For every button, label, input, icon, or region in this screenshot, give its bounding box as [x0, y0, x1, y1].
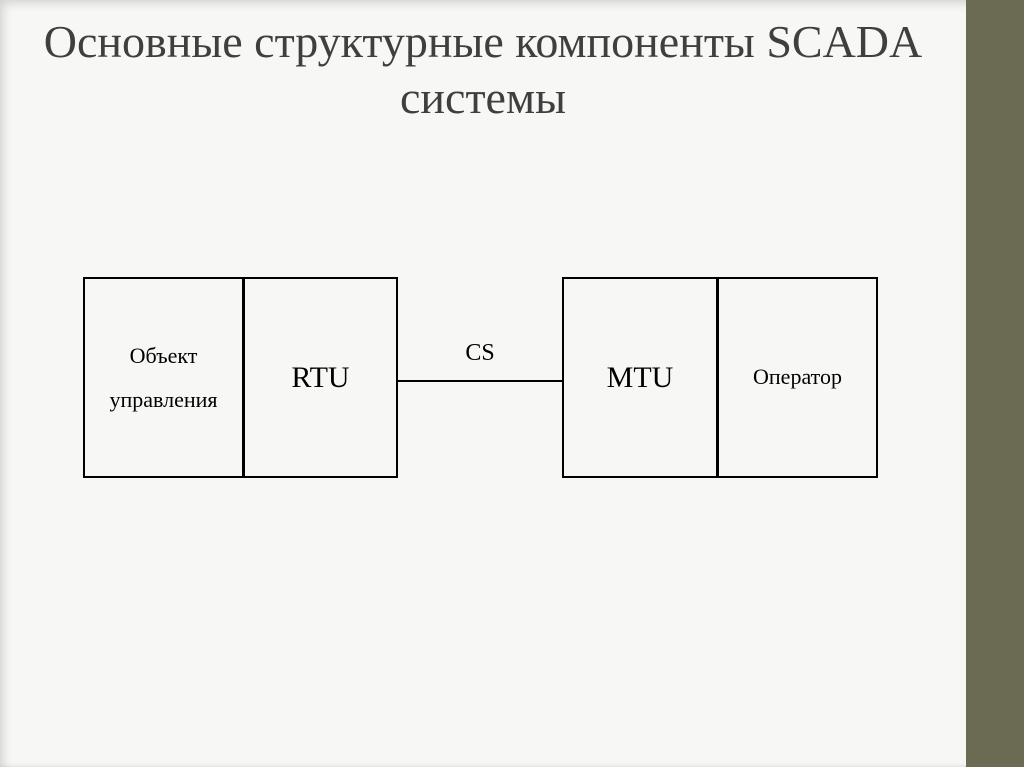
- box-label: MTU: [599, 342, 682, 414]
- box-label: Объект управления: [85, 328, 242, 428]
- scada-diagram: Объект управления RTU MTU Оператор CS: [0, 0, 1024, 767]
- box-mtu: MTU: [562, 277, 718, 478]
- connector-cs: [398, 380, 562, 382]
- box-control-object: Объект управления: [83, 277, 244, 478]
- connector-label: CS: [398, 340, 562, 367]
- box-rtu: RTU: [243, 277, 398, 478]
- box-label: Оператор: [745, 358, 850, 396]
- slide-page: Основные структурные компоненты SCADA си…: [0, 0, 1024, 767]
- box-operator: Оператор: [717, 277, 878, 478]
- box-label: RTU: [283, 342, 357, 414]
